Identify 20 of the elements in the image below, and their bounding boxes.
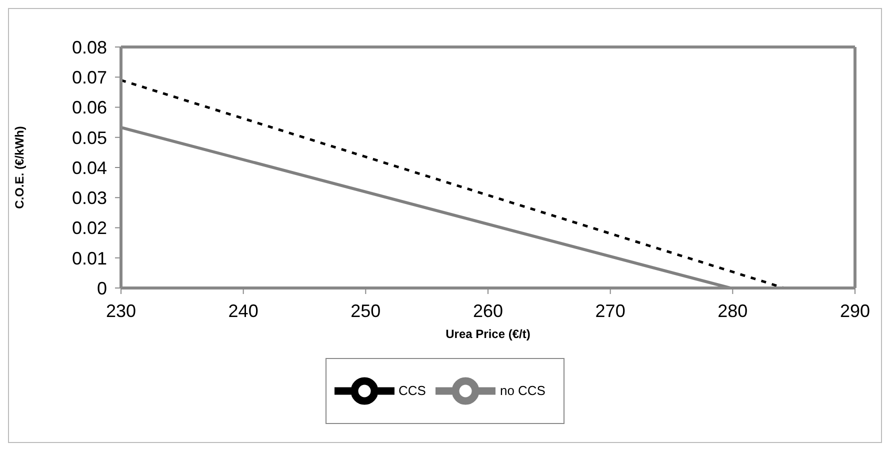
y-tick-label: 0 <box>96 278 107 298</box>
y-tick-label: 0.07 <box>72 68 107 88</box>
y-tick-label: 0.02 <box>72 218 107 238</box>
y-tick-label: 0.01 <box>72 248 107 268</box>
y-tick-label: 0.08 <box>72 37 107 58</box>
y-tick-label: 0.04 <box>72 158 107 178</box>
legend-label: no CCS <box>500 382 546 398</box>
x-tick-label: 270 <box>595 300 626 321</box>
x-tick-label: 280 <box>718 300 748 321</box>
y-tick-label: 0.05 <box>72 128 107 148</box>
x-tick-label: 260 <box>472 300 504 321</box>
legend-label: CCS <box>398 382 426 398</box>
x-tick-label: 240 <box>228 300 258 321</box>
y-tick-label: 0.03 <box>72 188 107 208</box>
y-axis-title: C.O.E. (€/kWh) <box>12 126 26 209</box>
x-tick-label: 230 <box>106 300 136 321</box>
x-axis-title: Urea Price (€/t) <box>446 327 530 341</box>
y-tick-label: 0.06 <box>72 98 107 118</box>
x-tick-label: 250 <box>350 300 381 321</box>
x-tick-label: 290 <box>840 300 870 321</box>
